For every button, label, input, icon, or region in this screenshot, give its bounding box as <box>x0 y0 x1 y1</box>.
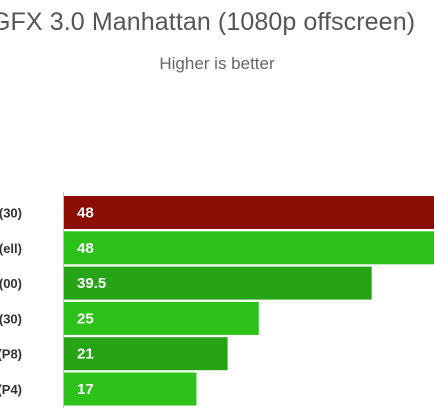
bar-4 <box>64 337 228 371</box>
bar-value-label-2: 39.5 <box>77 275 106 292</box>
bar-0 <box>64 196 434 229</box>
bar-5 <box>64 372 197 406</box>
bar-value-label-3: 25 <box>77 310 94 327</box>
bar-value-label-4: 21 <box>77 346 94 363</box>
bar-value-label-5: 17 <box>77 381 94 398</box>
bar-value-label-1: 48 <box>77 240 94 257</box>
category-label-1: (ell) <box>0 241 22 256</box>
category-label-4: (P8) <box>0 347 22 362</box>
category-label-2: (00) <box>0 276 22 291</box>
bar-2 <box>64 266 372 300</box>
chart-title: GFX 3.0 Manhattan (1080p offscreen) <box>0 8 416 36</box>
category-label-5: (P4) <box>0 382 22 397</box>
bar-1 <box>64 231 434 265</box>
category-label-3: (30) <box>0 311 22 326</box>
category-label-0: (30) <box>0 206 22 221</box>
bar-3 <box>64 301 259 335</box>
chart-subtitle: Higher is better <box>159 54 275 73</box>
bar-value-label-0: 48 <box>77 205 94 222</box>
